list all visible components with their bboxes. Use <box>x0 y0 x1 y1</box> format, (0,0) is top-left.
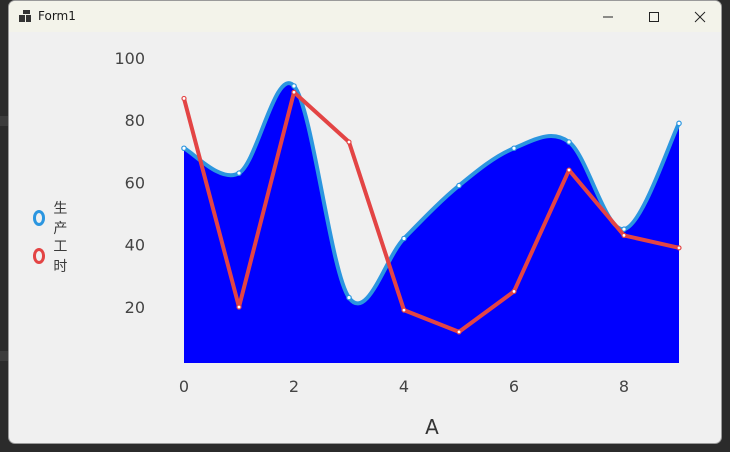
point-hours <box>291 89 297 95</box>
point-production <box>291 83 297 89</box>
x-tick-label: 8 <box>619 377 629 396</box>
legend-label-hours: 工时 <box>53 239 68 275</box>
line-hours <box>182 90 680 334</box>
point-production <box>676 120 682 127</box>
point-hours <box>621 232 627 238</box>
point-hours <box>236 304 242 310</box>
point-hours <box>511 288 517 295</box>
minimize-button[interactable] <box>585 1 631 32</box>
point-production <box>236 170 242 176</box>
window-title: Form1 <box>38 9 76 23</box>
x-tick-label: 0 <box>179 377 189 396</box>
title-bar[interactable]: Form1 <box>9 1 721 32</box>
x-tick-label: 4 <box>399 377 409 396</box>
y-tick-label: 60 <box>125 173 145 192</box>
point-hours <box>346 139 352 145</box>
point-production <box>346 294 352 301</box>
maximize-icon <box>649 11 659 22</box>
point-hours <box>676 245 682 251</box>
legend-swatch-production <box>33 210 46 226</box>
background-edge <box>0 0 8 452</box>
y-tick-label: 100 <box>114 49 145 68</box>
y-axis-ticks: 20 40 60 80 100 <box>114 49 145 317</box>
maximize-button[interactable] <box>631 1 677 32</box>
area-layer <box>181 81 682 364</box>
close-button[interactable] <box>677 1 721 32</box>
point-hours <box>456 329 462 335</box>
y-tick-label: 20 <box>125 298 145 317</box>
background-edge-mark <box>0 351 8 361</box>
line-layer <box>181 89 682 335</box>
point-production <box>401 235 407 242</box>
point-production <box>511 145 517 152</box>
point-production <box>621 226 627 232</box>
x-tick-label: 2 <box>289 377 299 396</box>
point-production <box>456 182 462 189</box>
form-icon <box>19 10 31 22</box>
point-hours <box>566 167 572 173</box>
minimize-icon <box>603 16 613 17</box>
point-production <box>181 145 187 152</box>
close-icon <box>694 11 706 22</box>
y-tick-label: 80 <box>125 111 145 130</box>
area-fill-production <box>184 83 679 364</box>
x-axis-ticks: 0 2 4 6 8 <box>179 377 629 396</box>
legend-label-production: 生产 <box>53 201 68 237</box>
y-tick-label: 40 <box>125 236 145 255</box>
x-tick-label: 6 <box>509 377 519 396</box>
point-hours <box>401 307 407 313</box>
legend-item-production[interactable]: 生产 <box>33 201 71 237</box>
point-production <box>566 139 572 145</box>
form-window: Form1 20 40 60 80 100 0 2 4 6 8 A 生产 <box>8 0 722 444</box>
legend-swatch-hours <box>33 248 46 264</box>
background-edge-mark <box>0 116 8 126</box>
point-hours <box>181 95 187 102</box>
legend-item-hours[interactable]: 工时 <box>33 239 71 275</box>
x-axis-title: A <box>425 415 439 439</box>
chart: 20 40 60 80 100 0 2 4 6 8 A <box>114 49 682 439</box>
